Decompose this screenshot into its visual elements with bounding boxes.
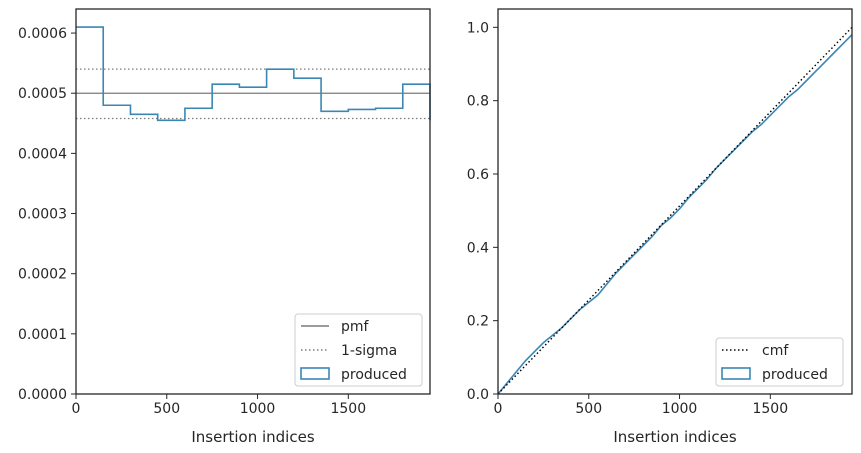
right-chart-cmf: 0 500 1000 1500 0.0 0.2 0.4 0.6 0.8 1.0 Insertion … (467, 8, 853, 446)
legend-swatch-produced (300, 367, 330, 380)
x-tick-label: 1500 (330, 401, 366, 417)
y-tick-label: 0.2 (467, 314, 489, 330)
x-tick-label: 1000 (662, 401, 698, 417)
legend: cmf produced (715, 337, 844, 387)
plot-area (498, 9, 852, 394)
x-tick-label: 0 (72, 401, 81, 417)
legend-box (715, 337, 844, 387)
series-cmf (497, 26, 853, 395)
y-tick-label: 0.0005 (18, 86, 67, 102)
y-tick-label: 0.0004 (18, 146, 67, 162)
left-chart-pmf-histogram: 0 500 1000 1500 0.0000 0.0001 0.0002 0.0003 0.00… (18, 8, 431, 446)
y-tick-label: 1.0 (467, 20, 489, 36)
x-axis-label: Insertion indices (613, 428, 736, 446)
legend-label-1-sigma: 1-sigma (341, 343, 397, 359)
y-tick-label: 0.0000 (18, 387, 67, 403)
y-tick-label: 0.0003 (18, 207, 67, 223)
series-produced (497, 34, 853, 395)
y-tick-label: 0.0002 (18, 267, 67, 283)
x-tick-label: 1000 (240, 401, 276, 417)
x-tick-label: 500 (153, 401, 180, 417)
y-tick-label: 0.0006 (18, 26, 67, 42)
y-tick-label: 0.8 (467, 94, 489, 110)
legend-swatch-produced (721, 367, 751, 380)
x-tick-label: 0 (494, 401, 503, 417)
legend-label-produced: produced (762, 367, 828, 383)
legend-label-pmf: pmf (341, 319, 370, 335)
legend: pmf 1-sigma produced (294, 313, 423, 387)
y-tick-label: 0.4 (467, 240, 489, 256)
y-tick-label: 0.6 (467, 167, 489, 183)
plot-frame (497, 8, 853, 395)
legend-label-cmf: cmf (762, 343, 789, 359)
y-tick-label: 0.0001 (18, 327, 67, 343)
x-tick-label: 1500 (752, 401, 788, 417)
x-tick-label: 500 (575, 401, 602, 417)
y-tick-label: 0.0 (467, 387, 489, 403)
series-produced (76, 26, 431, 122)
plot-frame (75, 8, 431, 395)
x-axis-label: Insertion indices (191, 428, 314, 446)
legend-label-produced: produced (341, 367, 407, 383)
